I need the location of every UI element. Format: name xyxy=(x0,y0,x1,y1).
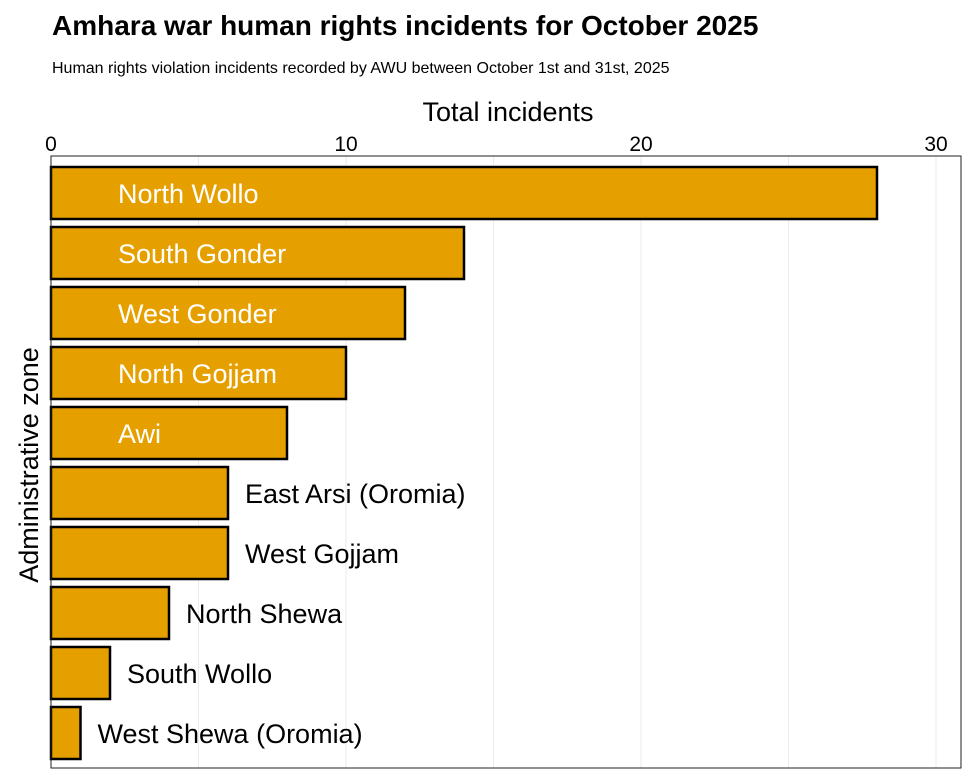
x-tick-label: 20 xyxy=(629,133,652,156)
x-tick-labels: 0 10 20 30 xyxy=(45,133,948,156)
bar-label: North Shewa xyxy=(186,599,343,629)
bar-label: Awi xyxy=(118,419,161,449)
bar-label: West Gojjam xyxy=(245,539,399,569)
bar xyxy=(49,285,407,341)
bar-label: North Wollo xyxy=(118,179,259,209)
bars xyxy=(49,165,879,761)
bar xyxy=(49,225,466,281)
bar-label: East Arsi (Oromia) xyxy=(245,479,466,509)
bar-label: West Gonder xyxy=(118,299,277,329)
x-tick-label: 0 xyxy=(45,133,57,156)
bar xyxy=(49,405,289,461)
bar-labels: North Wollo South Gonder West Gonder North … xyxy=(98,179,466,749)
bar-label: South Gonder xyxy=(118,239,286,269)
chart-subtitle: Human rights violation incidents recorde… xyxy=(52,60,670,77)
x-tick-label: 10 xyxy=(334,133,357,156)
bar xyxy=(49,645,112,701)
bar xyxy=(49,705,82,761)
bar-label: West Shewa (Oromia) xyxy=(98,719,363,749)
bar xyxy=(49,585,171,641)
bar xyxy=(49,345,348,401)
bar-label: South Wollo xyxy=(127,659,272,689)
bar xyxy=(49,165,879,221)
bar-label: North Gojjam xyxy=(118,359,277,389)
plot-panel-border xyxy=(50,155,962,769)
x-axis-label: Total incidents xyxy=(422,97,593,127)
x-tick-label: 30 xyxy=(924,133,947,156)
y-axis-label: Administrative zone xyxy=(14,347,44,583)
chart-title: Amhara war human rights incidents for Oc… xyxy=(52,10,759,41)
bar xyxy=(49,525,230,581)
bar xyxy=(49,465,230,521)
